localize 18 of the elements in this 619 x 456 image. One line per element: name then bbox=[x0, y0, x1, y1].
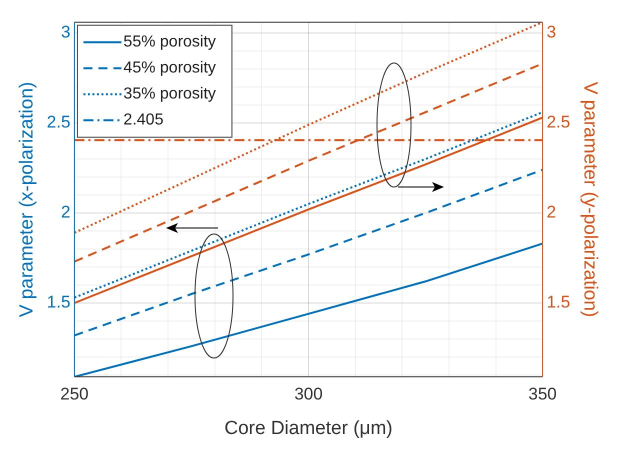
legend-label: 35% porosity bbox=[123, 86, 216, 103]
legend-label: 55% porosity bbox=[123, 34, 216, 51]
y-tick-label: 3 bbox=[60, 22, 70, 42]
y-axis-title: V parameter (x-polarization) bbox=[16, 82, 38, 318]
x-axis-title: Core Diameter (μm) bbox=[224, 418, 393, 439]
x-tick-label: 250 bbox=[60, 384, 89, 404]
y-tick-label: 1.5 bbox=[46, 292, 70, 312]
x-tick-label: 350 bbox=[528, 384, 557, 404]
y-tick-label: 2.5 bbox=[46, 112, 70, 132]
y2-tick-label: 2.5 bbox=[546, 112, 570, 132]
y2-tick-label: 2 bbox=[546, 202, 556, 222]
legend-label: 45% porosity bbox=[123, 60, 216, 77]
y2-axis-title: V parameter (y-polarization) bbox=[579, 82, 600, 318]
legend-label: 2.405 bbox=[123, 112, 164, 129]
y2-tick-label: 3 bbox=[546, 22, 556, 42]
y-tick-label: 2 bbox=[60, 202, 70, 222]
x-tick-label: 300 bbox=[294, 384, 323, 404]
y2-tick-label: 1.5 bbox=[546, 292, 570, 312]
